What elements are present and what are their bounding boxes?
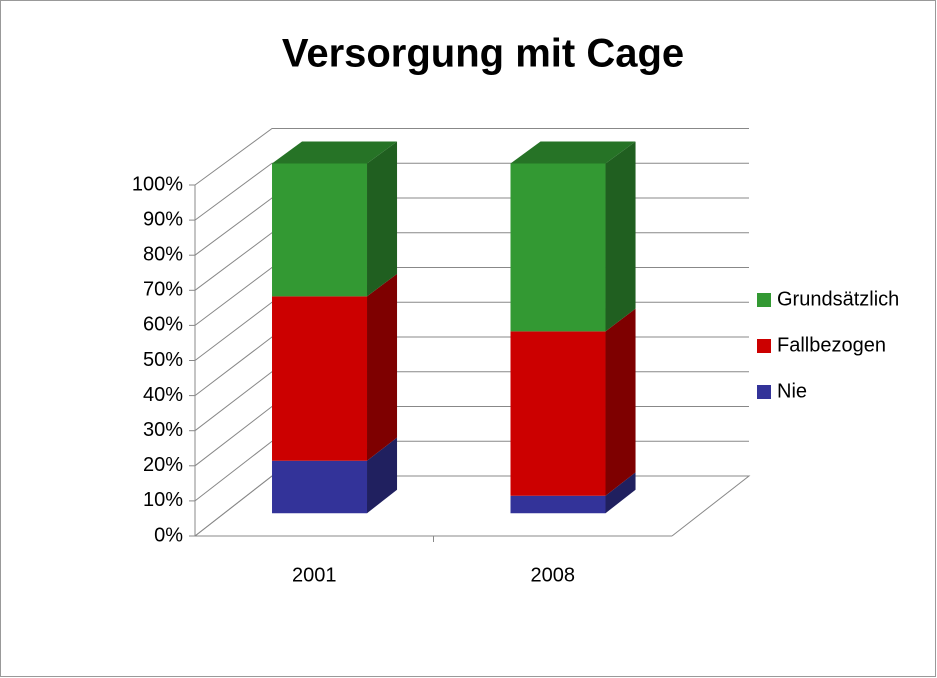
bar-front [510, 163, 606, 332]
bar-side [605, 141, 636, 332]
x-tick-label: 2001 [292, 564, 337, 586]
y-tick-label: 40% [143, 384, 183, 406]
y-tick-label: 80% [143, 243, 183, 265]
bar-side [605, 308, 636, 496]
bar-side [367, 141, 398, 297]
bar-front [510, 495, 606, 514]
bar-front [272, 460, 368, 514]
x-tick-label: 2008 [531, 564, 576, 586]
bar-side [605, 472, 636, 514]
legend-swatch [757, 293, 771, 307]
bar [272, 141, 398, 297]
bar [272, 437, 398, 514]
y-tick-label: 50% [143, 349, 183, 371]
legend-label: Nie [777, 380, 807, 402]
bar [510, 141, 636, 332]
legend-label: Grundsätzlich [777, 288, 899, 310]
y-tick-label: 30% [143, 419, 183, 441]
bar-front [272, 163, 368, 297]
bar [272, 273, 398, 461]
y-tick-label: 90% [143, 208, 183, 230]
bar [510, 308, 636, 496]
y-tick-label: 0% [154, 524, 183, 546]
bar-top [272, 141, 398, 164]
y-tick-label: 100% [132, 173, 183, 195]
bar-front [272, 296, 368, 461]
chart-title: Versorgung mit Cage [282, 32, 684, 76]
bar-front [510, 331, 606, 496]
y-tick-label: 60% [143, 314, 183, 336]
bar-side [367, 273, 398, 461]
grid-line [194, 128, 749, 186]
y-tick-label: 20% [143, 454, 183, 476]
bar [510, 472, 636, 514]
bar-top [510, 141, 636, 164]
y-tick-label: 10% [143, 489, 183, 511]
legend-swatch [757, 339, 771, 353]
legend-swatch [757, 385, 771, 399]
bar-side [367, 437, 398, 514]
legend-label: Fallbezogen [777, 334, 886, 356]
y-tick-label: 70% [143, 279, 183, 301]
